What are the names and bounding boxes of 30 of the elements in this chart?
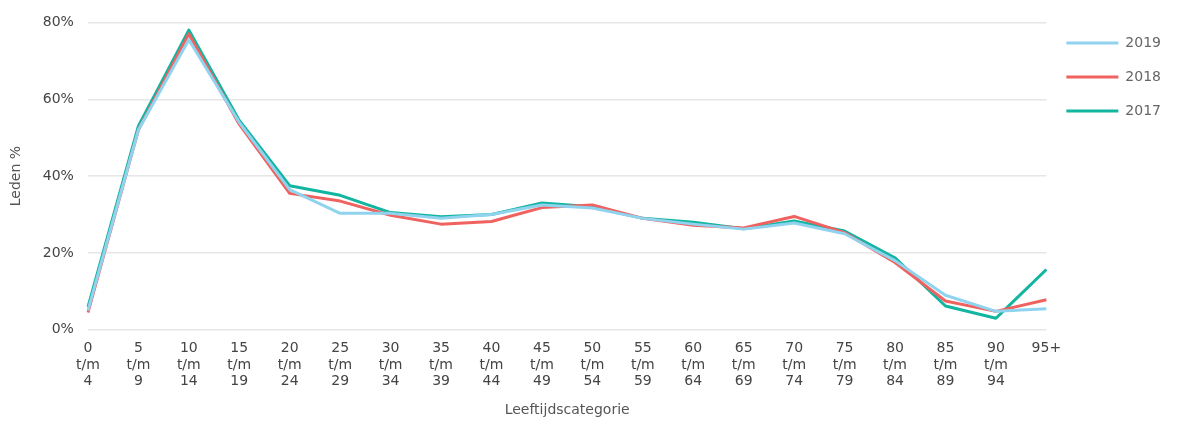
y-tick-label: 40% bbox=[42, 166, 74, 183]
x-tick-label: 80 t/m 84 bbox=[883, 338, 907, 389]
x-tick-label: 20 t/m 24 bbox=[277, 338, 302, 389]
x-tick-label: 25 t/m 29 bbox=[328, 338, 353, 389]
x-tick-label: 95+ bbox=[1031, 338, 1062, 355]
y-tick-label: 20% bbox=[42, 243, 74, 260]
x-tick-label: 85 t/m 89 bbox=[933, 338, 958, 389]
x-tick-label: 90 t/m 94 bbox=[984, 338, 1008, 389]
y-tick-label: 0% bbox=[51, 320, 74, 337]
x-tick-label: 30 t/m 34 bbox=[378, 338, 403, 389]
x-tick-label: 35 t/m 39 bbox=[429, 338, 453, 389]
legend-label: 2019 bbox=[1125, 33, 1162, 50]
x-tick-label: 5 t/m 9 bbox=[126, 338, 151, 389]
x-tick-label: 15 t/m 19 bbox=[227, 338, 252, 389]
x-tick-label: 75 t/m 79 bbox=[832, 338, 857, 389]
x-tick-label: 0 t/m 4 bbox=[76, 338, 100, 389]
x-tick-label: 60 t/m 64 bbox=[681, 338, 706, 389]
y-tick-label: 60% bbox=[42, 89, 74, 106]
y-axis-title: Leden % bbox=[7, 145, 24, 207]
legend-label: 2018 bbox=[1125, 67, 1162, 84]
x-tick-label: 55 t/m 59 bbox=[630, 338, 655, 389]
x-axis-title: Leeftijdscategorie bbox=[504, 401, 630, 418]
x-tick-label: 65 t/m 69 bbox=[731, 338, 756, 389]
legend-label: 2017 bbox=[1125, 101, 1162, 118]
x-tick-label: 45 t/m 49 bbox=[530, 338, 554, 389]
y-tick-label: 80% bbox=[42, 13, 74, 30]
x-tick-label: 40 t/m 44 bbox=[479, 338, 504, 389]
x-tick-label: 10 t/m 14 bbox=[176, 338, 201, 389]
x-tick-label: 70 t/m 74 bbox=[782, 338, 807, 389]
x-tick-label: 50 t/m 54 bbox=[580, 338, 605, 389]
